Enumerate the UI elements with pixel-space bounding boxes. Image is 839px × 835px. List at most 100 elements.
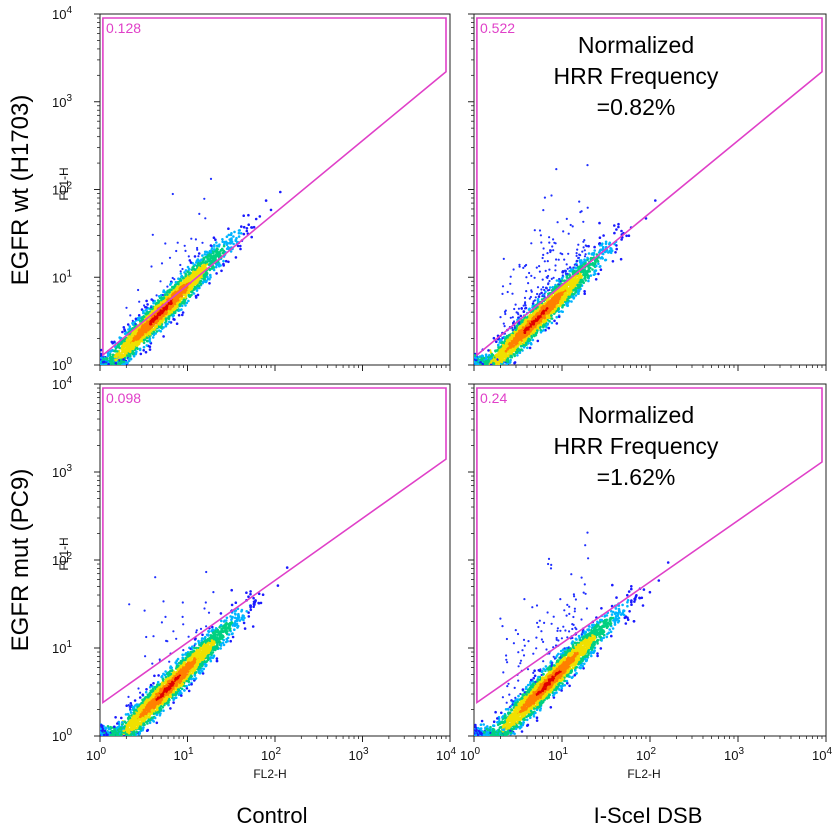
event-dot <box>127 347 130 351</box>
outlier-dot <box>190 237 193 240</box>
event-dot <box>124 350 128 354</box>
event-dot <box>245 227 249 230</box>
event-dot <box>517 347 520 351</box>
event-dot <box>500 360 504 364</box>
event-dot <box>480 354 484 358</box>
event-dot <box>175 322 179 326</box>
outlier-dot <box>176 241 179 244</box>
event-dot <box>135 344 139 348</box>
event-dot <box>615 247 618 251</box>
event-dot <box>226 241 229 245</box>
outlier-dot <box>143 304 146 307</box>
event-dot <box>168 304 171 308</box>
event-dot <box>548 320 551 323</box>
event-dot <box>212 265 215 269</box>
event-dot <box>164 319 168 323</box>
event-dot <box>205 250 208 254</box>
event-dot <box>150 310 154 313</box>
event-dot <box>229 233 233 237</box>
event-dot <box>154 332 157 335</box>
event-dot <box>167 317 171 321</box>
event-dot <box>169 299 173 303</box>
column-label-control: Control <box>237 803 308 828</box>
outlier-dot <box>196 248 199 251</box>
event-dot <box>556 293 559 296</box>
outlier-dot <box>155 294 158 297</box>
event-dot <box>568 293 571 296</box>
event-dot <box>196 286 200 290</box>
event-dot <box>103 363 107 365</box>
event-dot <box>234 238 238 242</box>
event-dot <box>221 238 224 241</box>
event-dot <box>136 333 140 336</box>
event-dot <box>142 311 145 315</box>
column-labels: Control I-SceI DSB <box>237 803 703 828</box>
event-dot <box>169 302 173 306</box>
event-dot <box>138 347 142 351</box>
event-dot <box>144 323 148 326</box>
event-dot <box>140 333 144 337</box>
event-dot <box>161 320 164 323</box>
event-dot <box>615 244 618 247</box>
outlier-dot <box>137 288 140 292</box>
event-dot <box>188 284 192 287</box>
event-dot <box>194 280 197 284</box>
event-dot <box>105 357 109 361</box>
outlier-dot <box>187 255 190 258</box>
event-dot <box>139 352 143 356</box>
event-dot <box>214 254 218 258</box>
event-dot <box>587 279 590 283</box>
outlier-dot <box>198 212 201 215</box>
event-dot <box>184 274 187 278</box>
event-dot <box>138 331 141 334</box>
event-dot <box>146 303 149 306</box>
event-dot <box>583 290 586 293</box>
event-dot <box>132 337 136 340</box>
event-dot <box>193 270 197 274</box>
y-axis-title: FL1-H <box>57 167 71 200</box>
event-dot <box>123 328 126 331</box>
event-dot <box>186 270 189 274</box>
event-dot <box>134 332 137 336</box>
event-dot <box>495 340 498 344</box>
event-dot <box>203 263 206 267</box>
event-dot <box>176 285 179 289</box>
event-dot <box>142 349 145 352</box>
event-dot <box>168 312 171 316</box>
event-dot <box>615 228 618 231</box>
event-dot <box>522 346 526 349</box>
event-dot <box>591 261 595 265</box>
event-dot <box>191 266 194 269</box>
event-dot <box>518 351 522 355</box>
event-dot <box>184 269 188 272</box>
event-dot <box>232 242 235 246</box>
event-dot <box>220 269 223 273</box>
event-dot <box>199 279 203 283</box>
event-dot <box>131 350 135 353</box>
y-tick-label: 100 <box>52 356 72 373</box>
event-dot <box>127 328 130 331</box>
event-dot <box>484 353 488 357</box>
event-dot <box>164 323 168 327</box>
event-dot <box>144 309 147 312</box>
event-dot <box>550 321 554 325</box>
event-dot <box>148 345 152 349</box>
event-dot <box>121 348 124 351</box>
event-dot <box>613 231 616 235</box>
event-dot <box>557 310 561 314</box>
event-dot <box>509 336 512 339</box>
event-dot <box>145 333 149 337</box>
event-dot <box>149 330 152 334</box>
event-dot <box>130 341 134 345</box>
event-dot <box>158 311 161 314</box>
event-dot <box>539 331 543 334</box>
event-dot <box>140 326 144 329</box>
event-dot <box>215 244 219 248</box>
event-dot <box>170 310 173 314</box>
event-dot <box>594 269 598 272</box>
event-dot <box>121 344 124 348</box>
event-dot <box>239 244 242 248</box>
event-dot <box>110 359 114 363</box>
event-dot <box>181 284 185 288</box>
